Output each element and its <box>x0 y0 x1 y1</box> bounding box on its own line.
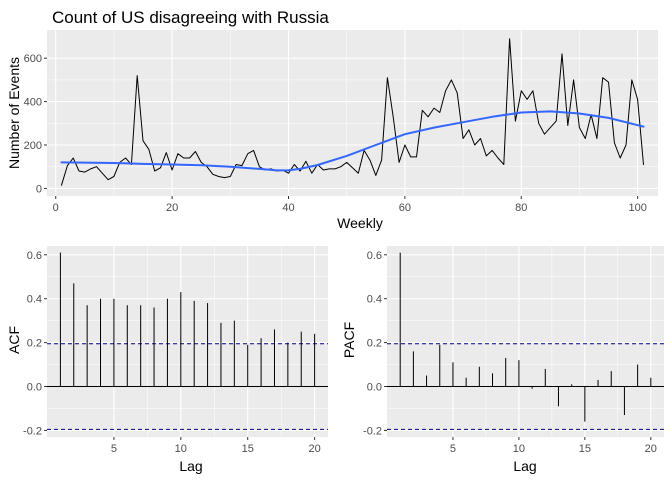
y-tick-label: 0.0 <box>27 382 42 394</box>
x-tick-label: 60 <box>399 202 411 214</box>
y-tick-label: 0.0 <box>367 382 382 394</box>
y-tick-label: 0.6 <box>367 250 382 262</box>
acf-chart: 5 10 15 20 -0.2 0.0 0.2 0.4 0.6 <box>23 246 328 455</box>
pacf-chart: 5 10 15 20 -0.2 0.0 0.2 0.4 0.6 <box>363 246 664 455</box>
y-tick-label: 0 <box>36 183 42 195</box>
y-tick-label: 200 <box>24 140 42 152</box>
y-tick-label: -0.2 <box>23 425 42 437</box>
x-tick-label: 5 <box>111 443 117 455</box>
events-y-axis-title: Number of Events <box>6 57 22 169</box>
x-tick-label: 15 <box>242 443 254 455</box>
x-tick-label: 15 <box>579 443 591 455</box>
acf-x-axis-title: Lag <box>179 458 202 474</box>
events-x-axis-title: Weekly <box>337 215 383 231</box>
smoothed-trend-line <box>60 110 645 172</box>
y-tick-label: 0.2 <box>367 338 382 350</box>
pacf-x-axis-title: Lag <box>513 458 536 474</box>
x-tick-label: 10 <box>175 443 187 455</box>
x-tick-label: 100 <box>628 202 646 214</box>
x-tick-label: 20 <box>308 443 320 455</box>
events-chart-title: Count of US disagreeing with Russia <box>52 8 329 27</box>
acf-y-axis-title: ACF <box>6 326 22 354</box>
x-tick-label: 10 <box>513 443 525 455</box>
y-tick-label: 400 <box>24 97 42 109</box>
y-tick-label: -0.2 <box>363 425 382 437</box>
x-tick-label: 5 <box>450 443 456 455</box>
x-tick-label: 20 <box>645 443 657 455</box>
x-tick-label: 20 <box>166 202 178 214</box>
x-tick-label: 80 <box>515 202 527 214</box>
events-chart: 0 20 40 60 80 100 0 200 400 600 <box>24 30 658 214</box>
y-tick-label: 0.4 <box>27 294 42 306</box>
y-tick-label: 0.4 <box>367 294 382 306</box>
y-tick-label: 0.2 <box>27 338 42 350</box>
y-tick-label: 0.6 <box>27 250 42 262</box>
x-tick-label: 40 <box>282 202 294 214</box>
pacf-y-axis-title: PACF <box>341 322 357 358</box>
weekly-events-line <box>61 38 644 186</box>
x-tick-label: 0 <box>53 202 59 214</box>
y-tick-label: 600 <box>24 53 42 65</box>
